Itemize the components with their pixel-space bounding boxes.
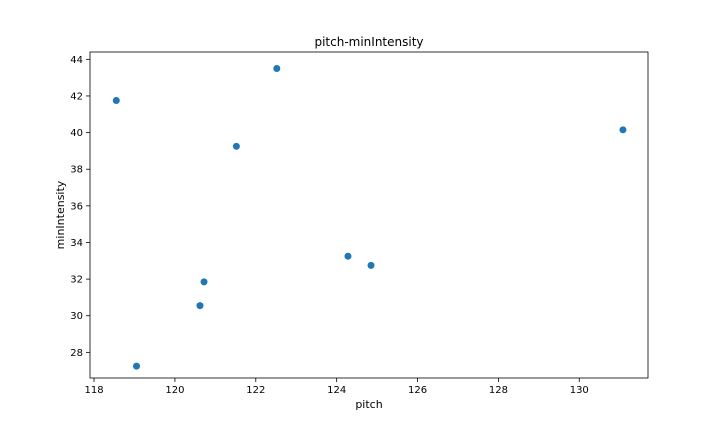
y-tick-label: 28 [70, 348, 83, 359]
scatter-points [112, 64, 627, 370]
y-tick-label: 36 [70, 201, 83, 212]
data-point [196, 302, 204, 310]
data-point [344, 252, 352, 260]
x-tick-label: 118 [84, 385, 103, 396]
y-tick-label: 38 [70, 165, 83, 176]
data-point [133, 362, 140, 370]
x-tick-label: 128 [489, 385, 508, 396]
data-point [112, 97, 120, 105]
y-axis-ticks: 28 30 32 34 36 38 40 42 44 [70, 55, 90, 359]
chart-title: pitch-minIntensity [314, 35, 423, 49]
x-tick-label: 122 [246, 385, 265, 396]
y-axis-label: minIntensity [54, 180, 67, 249]
x-tick-label: 120 [165, 385, 184, 396]
y-tick-label: 34 [70, 238, 83, 249]
x-axis-label: pitch [355, 398, 382, 411]
y-tick-label: 44 [70, 55, 83, 66]
data-point [273, 64, 281, 72]
x-tick-label: 126 [408, 385, 427, 396]
data-point [200, 278, 208, 286]
data-point [232, 142, 240, 150]
data-point [619, 126, 627, 134]
x-axis-ticks: 118 120 122 124 126 128 130 [84, 378, 589, 396]
data-point [367, 261, 375, 269]
x-tick-label: 130 [570, 385, 589, 396]
y-tick-label: 32 [70, 275, 83, 286]
y-tick-label: 42 [70, 91, 83, 102]
y-tick-label: 30 [70, 311, 83, 322]
y-tick-label: 40 [70, 128, 83, 139]
x-tick-label: 124 [327, 385, 346, 396]
plot-area-frame [89, 51, 649, 379]
